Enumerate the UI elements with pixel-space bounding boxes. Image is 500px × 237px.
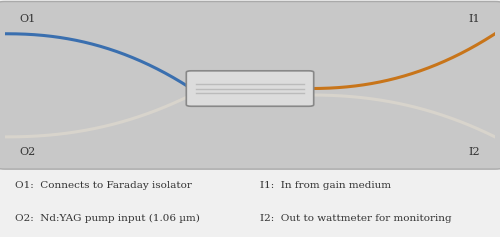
Text: I2: I2 (468, 146, 480, 157)
Text: I2:  Out to wattmeter for monitoring: I2: Out to wattmeter for monitoring (260, 214, 452, 223)
Text: I1:  In from gain medium: I1: In from gain medium (260, 181, 391, 190)
Text: O2: O2 (20, 146, 36, 157)
Text: O2:  Nd:YAG pump input (1.06 µm): O2: Nd:YAG pump input (1.06 µm) (15, 214, 200, 223)
Text: O1: O1 (20, 14, 36, 24)
Text: O1:  Connects to Faraday isolator: O1: Connects to Faraday isolator (15, 181, 192, 190)
FancyBboxPatch shape (0, 1, 500, 169)
FancyBboxPatch shape (186, 71, 314, 106)
Text: I1: I1 (468, 14, 480, 24)
